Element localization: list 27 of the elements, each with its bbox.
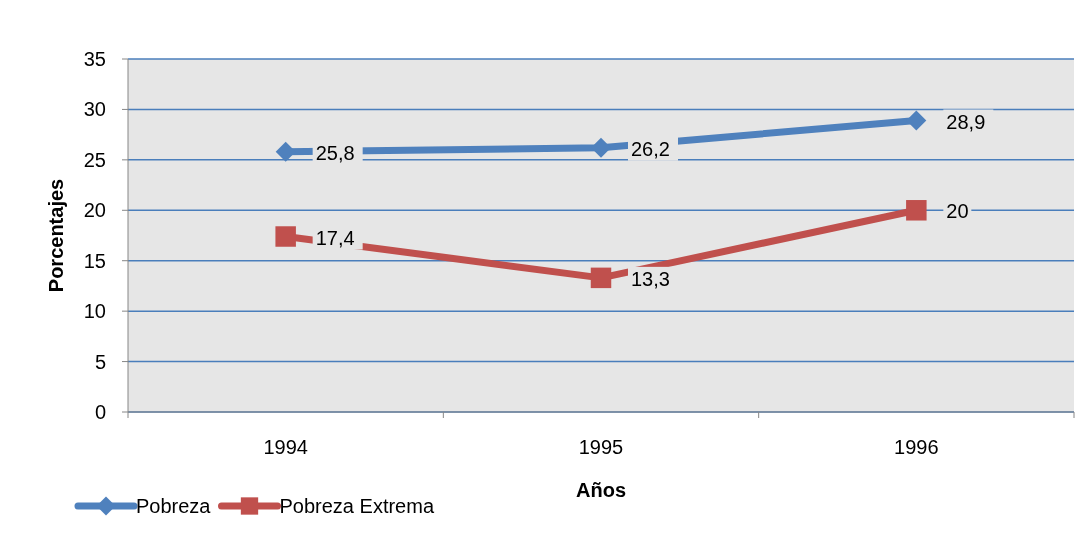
point xyxy=(275,141,296,162)
y-tick-label: 10 xyxy=(83,300,106,323)
point xyxy=(591,137,611,158)
y-tick-label: 0 xyxy=(94,401,106,423)
point xyxy=(906,200,927,221)
y-tick-label: 30 xyxy=(83,98,106,121)
data-label: 25,8 xyxy=(315,141,355,164)
data-label: 17,4 xyxy=(315,226,355,249)
point xyxy=(590,267,612,289)
data-label: 26,2 xyxy=(631,137,670,160)
y-tick-label: 20 xyxy=(83,199,106,222)
y-tick-label: 5 xyxy=(94,350,106,373)
data-label: 13,3 xyxy=(631,267,670,290)
x-axis-title: Años xyxy=(576,479,626,501)
y-tick-label: 25 xyxy=(83,148,106,171)
x-tick-label: 1995 xyxy=(578,436,624,458)
legend-label: Pobreza Extrema xyxy=(279,495,435,517)
point xyxy=(275,226,296,247)
y-axis-title: Porcentajes xyxy=(45,178,67,293)
y-tick-label: 15 xyxy=(83,249,106,272)
data-label: 28,9 xyxy=(946,110,986,133)
x-tick-label: 1994 xyxy=(263,436,308,458)
y-tick-label: 35 xyxy=(83,48,106,70)
data-label: 20 xyxy=(946,200,969,223)
x-tick-label: 1996 xyxy=(894,436,939,458)
point xyxy=(906,110,927,131)
legend-label: Pobreza xyxy=(136,495,212,517)
